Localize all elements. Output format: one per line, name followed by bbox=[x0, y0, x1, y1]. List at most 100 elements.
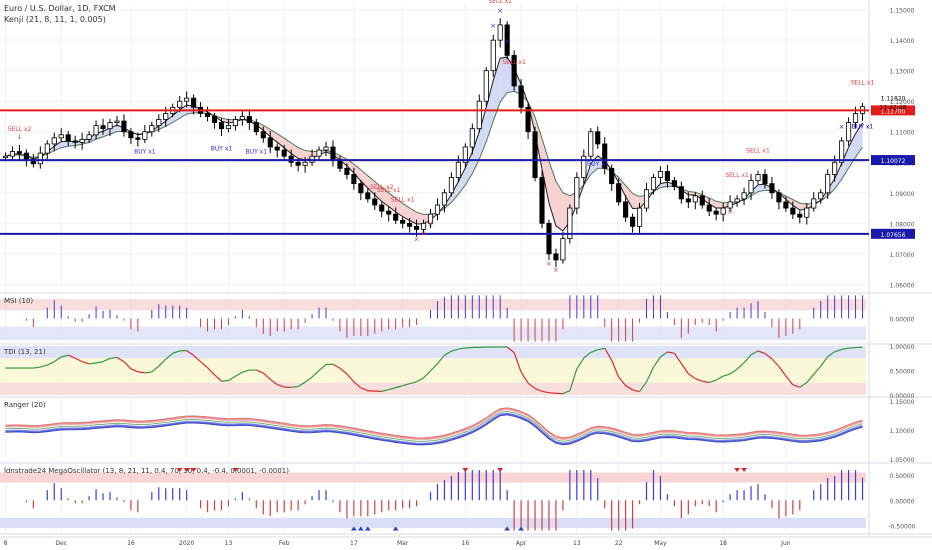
candle-body bbox=[699, 195, 705, 206]
tdi-line-segment bbox=[186, 350, 194, 356]
candle-body bbox=[609, 167, 615, 185]
tdi-line-segment bbox=[534, 387, 543, 392]
signal-label: SELL x1 bbox=[391, 196, 415, 203]
ma-fill bbox=[632, 193, 640, 209]
candle-body bbox=[741, 192, 747, 200]
time-tick-label: 13 bbox=[573, 540, 581, 547]
signal-label: SELL x1 bbox=[488, 0, 512, 5]
tdi-line-segment bbox=[353, 381, 362, 389]
signal-label: SELL x2 bbox=[370, 184, 394, 191]
tdi-line-segment bbox=[451, 348, 459, 352]
candle-body bbox=[281, 149, 287, 157]
candle-body bbox=[846, 122, 852, 142]
candle-body bbox=[414, 225, 420, 230]
tdi-line-segment bbox=[667, 351, 675, 354]
ma-fill bbox=[172, 109, 180, 123]
price-tick-label: 1.14000 bbox=[890, 38, 915, 45]
candle-body bbox=[100, 125, 106, 130]
ranger-band-line bbox=[5, 410, 863, 442]
tdi-line-segment bbox=[569, 368, 578, 391]
candle-body bbox=[574, 177, 580, 209]
tdi-line-segment bbox=[130, 368, 139, 373]
ranger-tick-label: 1.10000 bbox=[890, 428, 915, 435]
candle-body bbox=[191, 97, 197, 108]
candle-body bbox=[351, 174, 357, 185]
ma-fill bbox=[54, 141, 62, 151]
tdi-line-segment bbox=[590, 349, 598, 353]
candle-body bbox=[156, 119, 162, 127]
tdi-line-segment bbox=[416, 377, 424, 383]
mega-tick-label: 0.00000 bbox=[890, 498, 915, 505]
ranger-pane-title: Ranger (20) bbox=[4, 401, 46, 409]
mega-up-triangle bbox=[504, 526, 511, 531]
ma-fill bbox=[716, 201, 724, 209]
signal-arrow: ↓ bbox=[16, 133, 22, 141]
time-tick-label: 17 bbox=[350, 540, 358, 547]
candle-body bbox=[51, 137, 57, 145]
cross-marker: × bbox=[553, 266, 559, 274]
msi-pane-title: MSI (10) bbox=[4, 297, 33, 305]
ma-fill bbox=[792, 199, 800, 211]
tdi-line-segment bbox=[465, 346, 473, 349]
candle-body bbox=[546, 222, 552, 255]
candle-body bbox=[657, 171, 664, 178]
candle-body bbox=[678, 186, 684, 200]
tdi-line-segment bbox=[841, 347, 849, 350]
tdi-tick-label: 0.50000 bbox=[890, 369, 915, 376]
tdi-line-segment bbox=[144, 371, 152, 374]
signal-label: BUY x1 bbox=[246, 149, 268, 156]
tdi-line-segment bbox=[332, 363, 341, 369]
tdi-line-segment bbox=[785, 375, 794, 386]
candle-body bbox=[769, 183, 775, 194]
blue-level-upper-tag bbox=[871, 155, 915, 166]
candle-body bbox=[790, 207, 796, 215]
candle-body bbox=[253, 122, 259, 133]
mega-up-triangle bbox=[392, 526, 399, 531]
tdi-line-segment bbox=[771, 358, 780, 367]
tdi-tick-label: 0.00000 bbox=[890, 393, 915, 400]
tdi-line-segment bbox=[346, 373, 355, 383]
ma-fill bbox=[402, 203, 410, 221]
msi-upper-zone bbox=[0, 299, 866, 311]
candle-body bbox=[462, 146, 468, 163]
candle-body bbox=[811, 198, 817, 209]
ma-fill bbox=[834, 163, 842, 190]
candle-body bbox=[79, 138, 85, 143]
tdi-line-segment bbox=[639, 381, 648, 393]
time-tick-label: Feb bbox=[279, 540, 290, 547]
time-tick-label: 22 bbox=[615, 540, 623, 547]
time-tick-label: May bbox=[654, 540, 667, 547]
candle-body bbox=[511, 55, 517, 87]
candle-body bbox=[539, 177, 545, 224]
signal-label: BUY x1 bbox=[134, 149, 156, 156]
candle-body bbox=[483, 70, 489, 102]
ma-slow-line bbox=[5, 90, 863, 215]
cross-marker: × bbox=[504, 37, 510, 45]
tdi-line-segment bbox=[40, 364, 48, 368]
tdi-line-segment bbox=[269, 378, 278, 385]
tdi-line-segment bbox=[527, 382, 536, 390]
candle-body bbox=[630, 216, 636, 227]
candle-body bbox=[16, 151, 22, 154]
candle-body bbox=[121, 120, 127, 133]
ranger-band-line bbox=[5, 409, 863, 441]
candle-body bbox=[616, 183, 622, 203]
time-tick-label: 18 bbox=[719, 540, 727, 547]
mega-down-triangle bbox=[176, 468, 183, 473]
candle-body bbox=[393, 213, 399, 221]
tdi-line-segment bbox=[604, 348, 613, 361]
ma-fill bbox=[458, 167, 466, 195]
tdi-line-segment bbox=[395, 385, 403, 389]
candle-body bbox=[93, 125, 99, 136]
candle-body bbox=[386, 210, 392, 215]
tdi-line-segment bbox=[207, 367, 215, 376]
candle-body bbox=[664, 171, 670, 181]
ma-fill bbox=[751, 184, 758, 197]
candle-body bbox=[72, 140, 78, 143]
tdi-line-segment bbox=[33, 366, 41, 369]
candle-body bbox=[267, 137, 273, 148]
tdi-line-segment bbox=[652, 356, 661, 368]
candle-body bbox=[316, 149, 322, 157]
tdi-line-segment bbox=[53, 356, 62, 363]
